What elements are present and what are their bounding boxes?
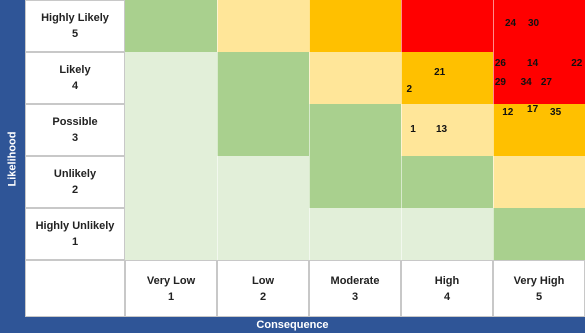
column-header: Very Low 1 bbox=[125, 260, 217, 317]
column-header-level: 4 bbox=[443, 290, 451, 303]
risk-point-label: 14 bbox=[527, 58, 539, 70]
column-header-name: Very Low bbox=[146, 274, 196, 287]
risk-point-label: 21 bbox=[434, 66, 446, 78]
row-header: Highly Likely 5 bbox=[25, 0, 125, 52]
column-header: Moderate 3 bbox=[309, 260, 401, 317]
y-axis-label: Likelihood bbox=[6, 131, 19, 186]
risk-point-label: 26 bbox=[494, 58, 506, 70]
column-header: High 4 bbox=[401, 260, 493, 317]
row-header: Highly Unlikely 1 bbox=[25, 208, 125, 260]
column-header-name: Low bbox=[252, 274, 274, 287]
risk-point-label: 29 bbox=[494, 77, 506, 89]
matrix-cell bbox=[493, 0, 585, 52]
column-header-name: High bbox=[434, 274, 460, 287]
matrix-cell bbox=[217, 156, 309, 208]
column-header-name: Moderate bbox=[330, 274, 380, 287]
matrix-cell bbox=[493, 104, 585, 156]
risk-point-label: 24 bbox=[504, 18, 517, 30]
matrix-cell bbox=[401, 104, 493, 156]
row-header-level: 3 bbox=[71, 132, 79, 144]
matrix-cell bbox=[493, 52, 585, 104]
row-header-name: Likely bbox=[59, 64, 91, 76]
matrix-cell bbox=[401, 52, 493, 104]
column-separator bbox=[401, 0, 402, 260]
column-header: Very High 5 bbox=[493, 260, 585, 317]
matrix-cell bbox=[309, 156, 401, 208]
matrix-cell bbox=[217, 208, 309, 260]
row-header-level: 1 bbox=[71, 236, 79, 248]
risk-point-label: 12 bbox=[502, 106, 514, 118]
matrix-cell bbox=[125, 156, 217, 208]
risk-point-label: 1 bbox=[410, 123, 416, 135]
row-header-level: 4 bbox=[71, 80, 79, 92]
column-header-level: 2 bbox=[259, 290, 267, 303]
matrix-cell bbox=[125, 208, 217, 260]
matrix-cell bbox=[125, 52, 217, 104]
row-header: Possible 3 bbox=[25, 104, 125, 156]
matrix-cell bbox=[401, 0, 493, 52]
risk-point-label: 2 bbox=[406, 84, 413, 96]
matrix-cell bbox=[125, 104, 217, 156]
matrix-cell bbox=[309, 52, 401, 104]
column-separator bbox=[493, 0, 494, 260]
matrix-cell bbox=[401, 208, 493, 260]
row-header: Unlikely 2 bbox=[25, 156, 125, 208]
matrix-cell bbox=[493, 208, 585, 260]
column-header-name: Very High bbox=[513, 274, 565, 287]
column-header-level: 3 bbox=[351, 290, 359, 303]
risk-point-label: 30 bbox=[527, 18, 540, 30]
matrix-cell bbox=[309, 104, 401, 156]
row-header: Likely 4 bbox=[25, 52, 125, 104]
matrix-cell bbox=[217, 52, 309, 104]
matrix-cell bbox=[493, 156, 585, 208]
row-header-name: Possible bbox=[52, 116, 98, 128]
risk-point-label: 27 bbox=[540, 77, 552, 89]
matrix-cell bbox=[217, 104, 309, 156]
row-header-name: Highly Likely bbox=[41, 12, 109, 24]
risk-point-label: 34 bbox=[520, 77, 532, 89]
risk-point-label: 22 bbox=[571, 58, 583, 70]
column-separator bbox=[309, 0, 310, 260]
x-axis-label: Consequence bbox=[256, 319, 329, 331]
risk-point-label: 35 bbox=[550, 106, 562, 118]
matrix-cell bbox=[309, 0, 401, 52]
column-header-level: 1 bbox=[167, 290, 175, 303]
risk-point-label: 13 bbox=[435, 123, 448, 135]
matrix-cell bbox=[401, 156, 493, 208]
risk-point-label: 17 bbox=[527, 104, 539, 116]
x-axis-bar: Consequence bbox=[0, 317, 585, 333]
column-header-level: 5 bbox=[535, 290, 543, 303]
row-header-level: 2 bbox=[71, 184, 79, 196]
header-corner bbox=[25, 260, 125, 317]
matrix-cell bbox=[125, 0, 217, 52]
row-header-name: Unlikely bbox=[53, 168, 97, 180]
row-header-name: Highly Unlikely bbox=[35, 220, 115, 232]
row-header-level: 5 bbox=[71, 28, 79, 40]
column-header: Low 2 bbox=[217, 260, 309, 317]
column-separator bbox=[217, 0, 218, 260]
matrix-cell bbox=[217, 0, 309, 52]
y-axis-bar: Likelihood bbox=[0, 0, 25, 317]
matrix-cell bbox=[309, 208, 401, 260]
